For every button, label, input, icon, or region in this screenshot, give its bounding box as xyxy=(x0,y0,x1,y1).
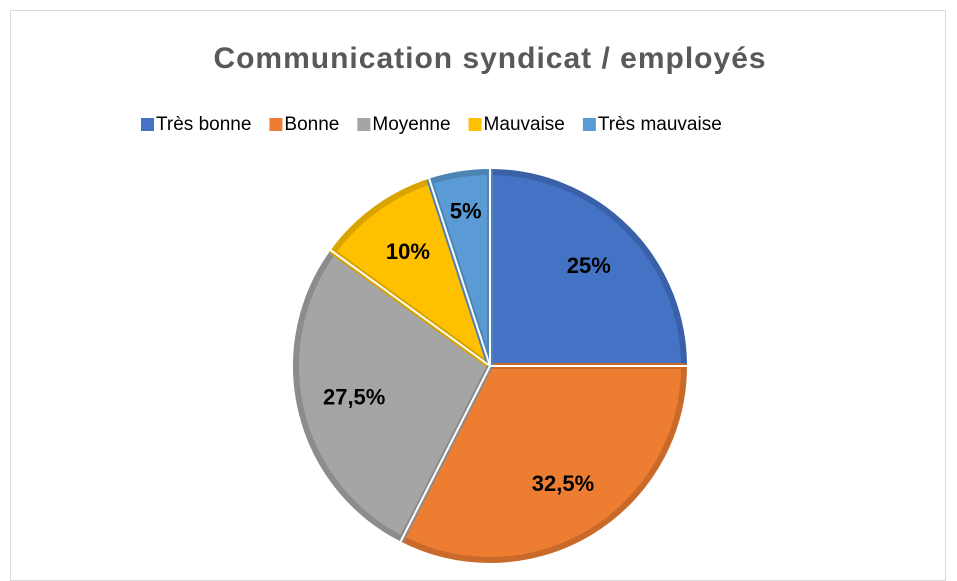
slice-separator xyxy=(399,365,491,543)
legend-label: Très mauvaise xyxy=(598,114,722,135)
legend-label: Très bonne xyxy=(156,114,251,135)
legend-label: Bonne xyxy=(284,114,339,135)
pie-slice xyxy=(330,178,493,369)
data-label: 32,5% xyxy=(532,471,594,496)
pie-slice xyxy=(293,248,493,542)
legend-label: Mauvaise xyxy=(484,114,565,135)
slice-separator xyxy=(427,177,491,367)
legend-swatch xyxy=(357,118,371,131)
data-label: 5% xyxy=(450,199,482,224)
legend-swatch xyxy=(582,118,596,131)
pie-slice xyxy=(398,363,687,563)
legend-swatch xyxy=(141,118,154,131)
chart-title: Communication syndicat / employés xyxy=(213,42,766,75)
legend-swatch xyxy=(468,118,482,131)
legend-swatch xyxy=(269,118,283,131)
data-label: 10% xyxy=(386,239,430,264)
data-label: 27,5% xyxy=(323,384,385,409)
slice-separator xyxy=(329,248,491,367)
legend-label: Moyenne xyxy=(372,114,450,135)
data-label: 25% xyxy=(567,253,611,278)
pie-slice xyxy=(487,169,687,369)
